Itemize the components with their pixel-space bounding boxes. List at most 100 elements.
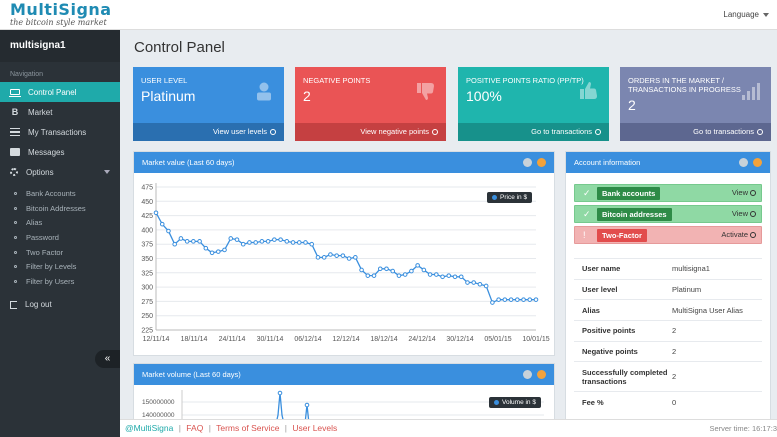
two-factor-status: ! Two-Factor Activate [574,226,762,244]
status-tag: Bitcoin addresses [597,208,672,221]
sidebar-subitem-two-factor[interactable]: Two Factor [0,245,120,260]
collapse-panel-icon[interactable] [739,158,748,167]
arrow-circle-icon [750,190,756,196]
data-point [384,266,389,272]
info-value: 2 [672,372,677,382]
sidebar-item-my-transactions[interactable]: My Transactions [0,122,120,142]
panel-header: Market value (Last 60 days) [134,152,554,173]
stat-link-label: View negative points [360,127,429,136]
arrow-circle-icon [595,129,601,135]
y-tick-label: 225 [141,328,153,335]
thumbs-up-icon [580,82,597,99]
footer-separator: | [208,423,211,433]
sidebar-subitem-password[interactable]: Password [0,230,120,245]
data-point [409,268,414,274]
go-to-transactions-link[interactable]: Go to transactions [458,123,609,141]
panel-title: Market value (Last 60 days) [142,158,235,167]
chart-legend: Price in $ [487,192,533,203]
data-point [483,283,489,289]
x-tick-label: 24/12/14 [408,336,435,343]
close-panel-icon[interactable] [537,158,546,167]
terms-link[interactable]: Terms of Service [216,423,280,433]
y-tick-label: 475 [141,185,153,192]
data-point [465,280,470,285]
sidebar-item-logout[interactable]: Log out [0,295,120,315]
footer-brand-link[interactable]: @MultiSigna [125,423,174,433]
view-bank-accounts-link[interactable]: View [732,188,756,197]
bullet-icon [14,250,17,254]
x-tick-label: 05/01/15 [484,336,511,343]
faq-link[interactable]: FAQ [186,423,204,433]
activate-two-factor-link[interactable]: Activate [721,230,756,239]
sidebar-item-control-panel[interactable]: Control Panel [0,82,120,102]
sidebar-item-label: Control Panel [28,87,77,97]
sidebar-subitem-label: Filter by Users [26,276,75,286]
sidebar-item-market[interactable]: B Market [0,102,120,122]
data-point [458,274,464,280]
data-point [253,240,258,245]
data-point [328,252,333,257]
y-tick-label: 350 [141,256,153,263]
y-tick-label: 150000000 [142,399,175,406]
collapse-panel-icon[interactable] [523,370,532,379]
data-point [477,281,483,287]
sidebar-subitem-filter-users[interactable]: Filter by Users [0,274,120,289]
close-panel-icon[interactable] [537,370,546,379]
data-point [178,236,184,241]
info-key: User level [582,285,618,295]
close-panel-icon[interactable] [753,158,762,167]
view-bitcoin-addresses-link[interactable]: View [732,209,756,218]
sidebar-subitem-bank-accounts[interactable]: Bank Accounts [0,186,120,201]
sidebar-item-messages[interactable]: Messages [0,142,120,162]
sidebar-collapse-button[interactable]: « [95,350,120,368]
table-row: Negative points 2 [574,340,762,362]
user-icon [257,82,271,101]
price-line-chart: 225 250 275 300 325 350 375 400 425 450 475 12/11/1… [141,183,550,343]
x-tick-label: 12/11/14 [143,336,170,343]
data-point [159,221,165,227]
volume-chart: 150000000 140000000 [142,390,544,419]
envelope-icon [10,148,20,156]
data-point [209,250,215,256]
data-point [471,280,477,285]
x-tick-label: 30/11/14 [257,336,284,343]
data-point [284,239,290,244]
footer: @MultiSigna | FAQ | Terms of Service | U… [120,419,777,437]
chart-legend: Volume in $ [489,397,541,408]
list-icon [10,128,20,136]
info-value: MultiSigna User Alias [672,305,743,315]
view-user-levels-link[interactable]: View user levels [133,123,284,141]
info-key: Alias [582,305,600,315]
data-point [240,241,246,247]
arrow-circle-icon [432,129,438,135]
sidebar-subitem-label: Two Factor [26,247,64,257]
data-point [272,237,277,242]
sidebar-subitem-bitcoin-addresses[interactable]: Bitcoin Addresses [0,201,120,216]
x-tick-label: 10/01/15 [522,336,549,343]
sidebar-subitem-filter-levels[interactable]: Filter by Levels [0,259,120,274]
logo[interactable]: MultiSigna the bitcoin style market [10,2,120,28]
data-point [296,240,302,245]
view-negative-points-link[interactable]: View negative points [295,123,446,141]
table-row: Alias MultiSigna User Alias [574,299,762,320]
sidebar-item-options[interactable]: Options [0,162,120,182]
bank-accounts-status: ✓ Bank accounts View [574,184,762,202]
go-to-transactions-link-2[interactable]: Go to transactions [620,123,771,141]
data-point [334,253,339,258]
data-point [191,239,196,244]
bullet-icon [14,235,17,239]
data-point [490,300,495,305]
bullet-icon [14,265,17,269]
y-tick-label: 300 [141,285,153,292]
info-key: Negative points [582,347,638,357]
sidebar-subitem-alias[interactable]: Alias [0,215,120,230]
data-point [377,266,383,272]
data-point [402,272,408,277]
info-value: Platinum [672,285,702,295]
collapse-panel-icon[interactable] [523,158,532,167]
info-key: Successfully completed transactions [582,367,668,386]
data-point [496,297,501,302]
data-point [521,297,526,302]
user-levels-link[interactable]: User Levels [292,423,338,433]
language-dropdown[interactable]: Language [723,10,769,19]
